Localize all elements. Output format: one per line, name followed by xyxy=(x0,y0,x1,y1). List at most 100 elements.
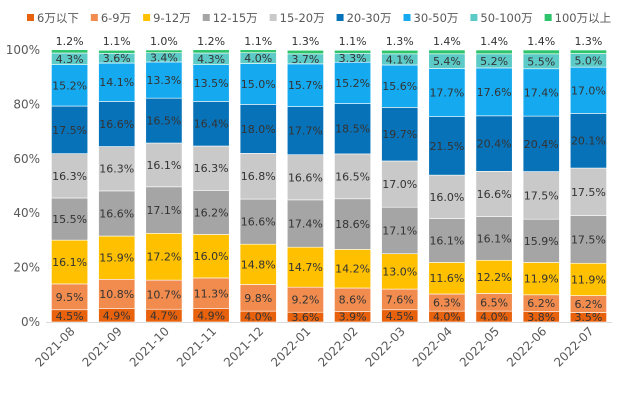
bar-segment xyxy=(145,233,183,281)
data-label: 15.6% xyxy=(382,80,417,93)
bar-segment xyxy=(98,49,136,54)
data-label: 13.5% xyxy=(194,77,229,90)
data-label: 15.2% xyxy=(335,77,370,90)
bar-segment xyxy=(192,101,230,147)
data-label: 10.8% xyxy=(99,288,134,301)
bar-segment xyxy=(475,216,513,261)
bar-segment xyxy=(98,146,136,192)
data-label: 9.5% xyxy=(56,291,84,304)
data-label: 17.5% xyxy=(524,189,559,202)
legend-swatch xyxy=(143,14,151,21)
data-label: 20.4% xyxy=(477,138,512,151)
data-label: 16.0% xyxy=(429,191,464,204)
x-tick-label: 2021-11 xyxy=(174,324,219,369)
bar-segment xyxy=(381,160,419,208)
data-label: 1.4% xyxy=(433,35,461,48)
data-label: 5.4% xyxy=(433,55,461,68)
data-label: 17.6% xyxy=(477,86,512,99)
data-label: 4.7% xyxy=(150,310,178,323)
x-tick-label: 2022-03 xyxy=(363,324,408,369)
data-label: 17.4% xyxy=(288,218,323,231)
data-label: 14.1% xyxy=(99,76,134,89)
data-label: 15.5% xyxy=(52,213,87,226)
bar-segment xyxy=(428,49,466,55)
data-label: 16.1% xyxy=(52,256,87,269)
data-label: 4.0% xyxy=(244,311,272,324)
x-tick-label: 2021-08 xyxy=(32,324,77,369)
bar-segment xyxy=(145,186,183,234)
data-label: 17.0% xyxy=(571,84,606,97)
bar-segment xyxy=(145,279,183,310)
data-label: 6.2% xyxy=(527,297,555,310)
legend-swatch xyxy=(544,14,552,21)
data-label: 16.8% xyxy=(241,170,276,183)
data-label: 5.2% xyxy=(480,55,508,68)
data-label: 1.1% xyxy=(339,35,367,48)
bar-segment xyxy=(334,49,372,54)
data-label: 3.6% xyxy=(103,52,131,65)
bar-segment xyxy=(239,49,277,54)
bar-segment xyxy=(192,49,230,54)
data-label: 4.5% xyxy=(386,310,414,323)
legend-swatch xyxy=(27,14,34,21)
legend-label: 12-15万 xyxy=(213,11,258,25)
data-label: 16.3% xyxy=(52,170,87,183)
data-label: 14.8% xyxy=(241,258,276,271)
bar-segment xyxy=(286,199,324,248)
bar-segment xyxy=(522,68,560,117)
data-label: 16.4% xyxy=(194,118,229,131)
legend-label: 30-50万 xyxy=(414,11,459,25)
legend-label: 20-30万 xyxy=(347,11,392,25)
data-label: 17.7% xyxy=(429,87,464,100)
x-tick-label: 2022-07 xyxy=(551,324,596,369)
bar-segment xyxy=(381,64,419,108)
data-label: 11.6% xyxy=(429,272,464,285)
x-tick-label: 2021-09 xyxy=(80,324,125,369)
bar-segment xyxy=(569,66,607,114)
data-label: 4.3% xyxy=(197,53,225,66)
bar-segment xyxy=(475,49,513,55)
data-label: 16.1% xyxy=(429,235,464,248)
legend-swatch xyxy=(90,14,98,21)
data-label: 16.1% xyxy=(477,232,512,245)
data-label: 3.4% xyxy=(150,51,178,64)
data-label: 17.2% xyxy=(146,251,181,264)
data-label: 16.6% xyxy=(241,216,276,229)
data-label: 3.3% xyxy=(339,52,367,65)
bar-segment xyxy=(428,218,466,263)
data-label: 21.5% xyxy=(429,140,464,153)
bar-segment xyxy=(286,49,324,55)
bar-segment xyxy=(428,174,466,219)
bar-segment xyxy=(522,115,560,172)
x-tick-label: 2022-01 xyxy=(268,324,313,369)
bar-segment xyxy=(286,154,324,201)
bar-segment xyxy=(475,171,513,217)
data-label: 1.3% xyxy=(291,35,319,48)
data-label: 12.2% xyxy=(477,271,512,284)
bar-segment xyxy=(569,167,607,216)
data-label: 17.4% xyxy=(524,86,559,99)
bar-segment xyxy=(569,262,607,296)
bar-segment xyxy=(192,190,230,235)
y-tick-label: 60% xyxy=(13,152,40,166)
bar-segment xyxy=(51,153,89,199)
bar-segment xyxy=(286,246,324,288)
data-label: 16.3% xyxy=(194,162,229,175)
x-tick-label: 2022-05 xyxy=(457,324,502,369)
x-tick-label: 2022-02 xyxy=(315,324,360,369)
data-label: 17.7% xyxy=(288,125,323,138)
data-label: 5.5% xyxy=(527,55,555,68)
legend-label: 50-100万 xyxy=(480,11,532,25)
data-label: 17.5% xyxy=(52,124,87,137)
data-label: 15.2% xyxy=(52,79,87,92)
legend-label: 6万以下 xyxy=(37,11,79,25)
data-label: 4.1% xyxy=(386,53,414,66)
data-label: 16.3% xyxy=(99,163,134,176)
data-label: 17.1% xyxy=(382,224,417,237)
bar-segment xyxy=(569,49,607,54)
legend-swatch xyxy=(202,14,210,21)
bar-segment xyxy=(51,197,89,241)
data-label: 17.1% xyxy=(146,204,181,217)
bar-segment xyxy=(522,49,560,55)
